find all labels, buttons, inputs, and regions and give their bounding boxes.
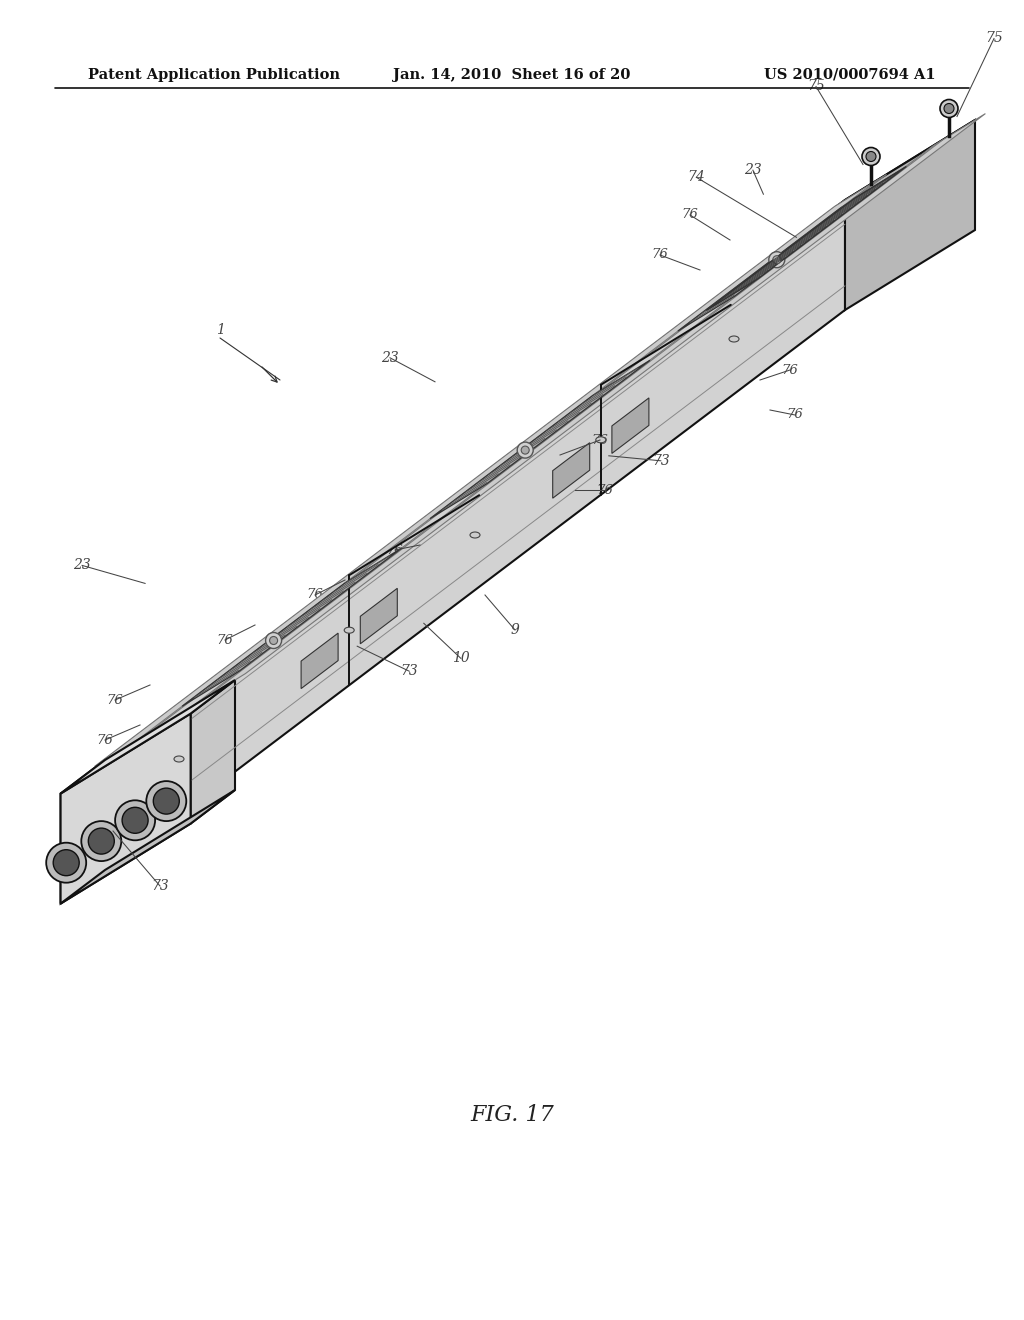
Text: 76: 76 xyxy=(387,544,403,557)
Text: 9: 9 xyxy=(511,623,519,638)
Text: 75: 75 xyxy=(985,32,1002,45)
Circle shape xyxy=(154,788,179,814)
Polygon shape xyxy=(678,173,898,331)
Text: 76: 76 xyxy=(106,693,123,706)
Polygon shape xyxy=(60,760,105,904)
Circle shape xyxy=(146,781,186,821)
Circle shape xyxy=(88,828,115,854)
Text: 23: 23 xyxy=(381,351,399,364)
Text: 10: 10 xyxy=(452,651,470,665)
Polygon shape xyxy=(60,714,190,904)
Polygon shape xyxy=(60,680,234,793)
Polygon shape xyxy=(60,789,234,904)
Polygon shape xyxy=(360,589,397,644)
Circle shape xyxy=(521,446,529,454)
Circle shape xyxy=(81,821,121,861)
Text: 23: 23 xyxy=(744,164,762,177)
Text: 73: 73 xyxy=(400,664,418,678)
Polygon shape xyxy=(190,680,234,824)
Text: 23: 23 xyxy=(74,558,91,573)
Polygon shape xyxy=(707,166,906,310)
Polygon shape xyxy=(105,201,845,870)
Circle shape xyxy=(53,850,79,875)
Text: 1: 1 xyxy=(216,323,224,337)
Circle shape xyxy=(940,99,958,117)
Text: 76: 76 xyxy=(682,209,698,222)
Polygon shape xyxy=(845,120,975,310)
Ellipse shape xyxy=(174,756,184,762)
Circle shape xyxy=(46,842,86,883)
Text: 76: 76 xyxy=(781,363,799,376)
Text: FIG. 17: FIG. 17 xyxy=(470,1104,554,1126)
Text: 76: 76 xyxy=(96,734,114,747)
Polygon shape xyxy=(194,114,985,706)
Text: Patent Application Publication: Patent Application Publication xyxy=(88,69,340,82)
Polygon shape xyxy=(553,442,590,498)
Polygon shape xyxy=(105,120,975,760)
Circle shape xyxy=(265,632,282,648)
Polygon shape xyxy=(182,548,402,706)
Text: 76: 76 xyxy=(217,634,233,647)
Circle shape xyxy=(773,256,780,264)
Ellipse shape xyxy=(729,337,739,342)
Circle shape xyxy=(862,148,880,165)
Text: 76: 76 xyxy=(306,589,324,602)
Text: Jan. 14, 2010  Sheet 16 of 20: Jan. 14, 2010 Sheet 16 of 20 xyxy=(393,69,631,82)
Text: 74: 74 xyxy=(687,170,706,185)
Polygon shape xyxy=(94,174,887,767)
Ellipse shape xyxy=(344,627,354,634)
Circle shape xyxy=(115,800,155,841)
Ellipse shape xyxy=(470,532,480,539)
Text: 76: 76 xyxy=(651,248,669,261)
Text: 76: 76 xyxy=(786,408,804,421)
Polygon shape xyxy=(612,397,649,453)
Text: 73: 73 xyxy=(652,454,670,467)
Circle shape xyxy=(517,442,534,458)
Text: US 2010/0007694 A1: US 2010/0007694 A1 xyxy=(764,69,936,82)
Circle shape xyxy=(866,152,876,161)
Circle shape xyxy=(269,636,278,644)
Circle shape xyxy=(769,252,784,268)
Ellipse shape xyxy=(596,437,606,442)
Text: 75: 75 xyxy=(807,79,825,94)
Polygon shape xyxy=(301,634,338,689)
Text: 73: 73 xyxy=(152,879,169,894)
Circle shape xyxy=(944,103,954,114)
Text: 76: 76 xyxy=(597,483,613,496)
Circle shape xyxy=(122,808,148,833)
Polygon shape xyxy=(430,360,650,519)
Text: 76: 76 xyxy=(592,433,608,446)
